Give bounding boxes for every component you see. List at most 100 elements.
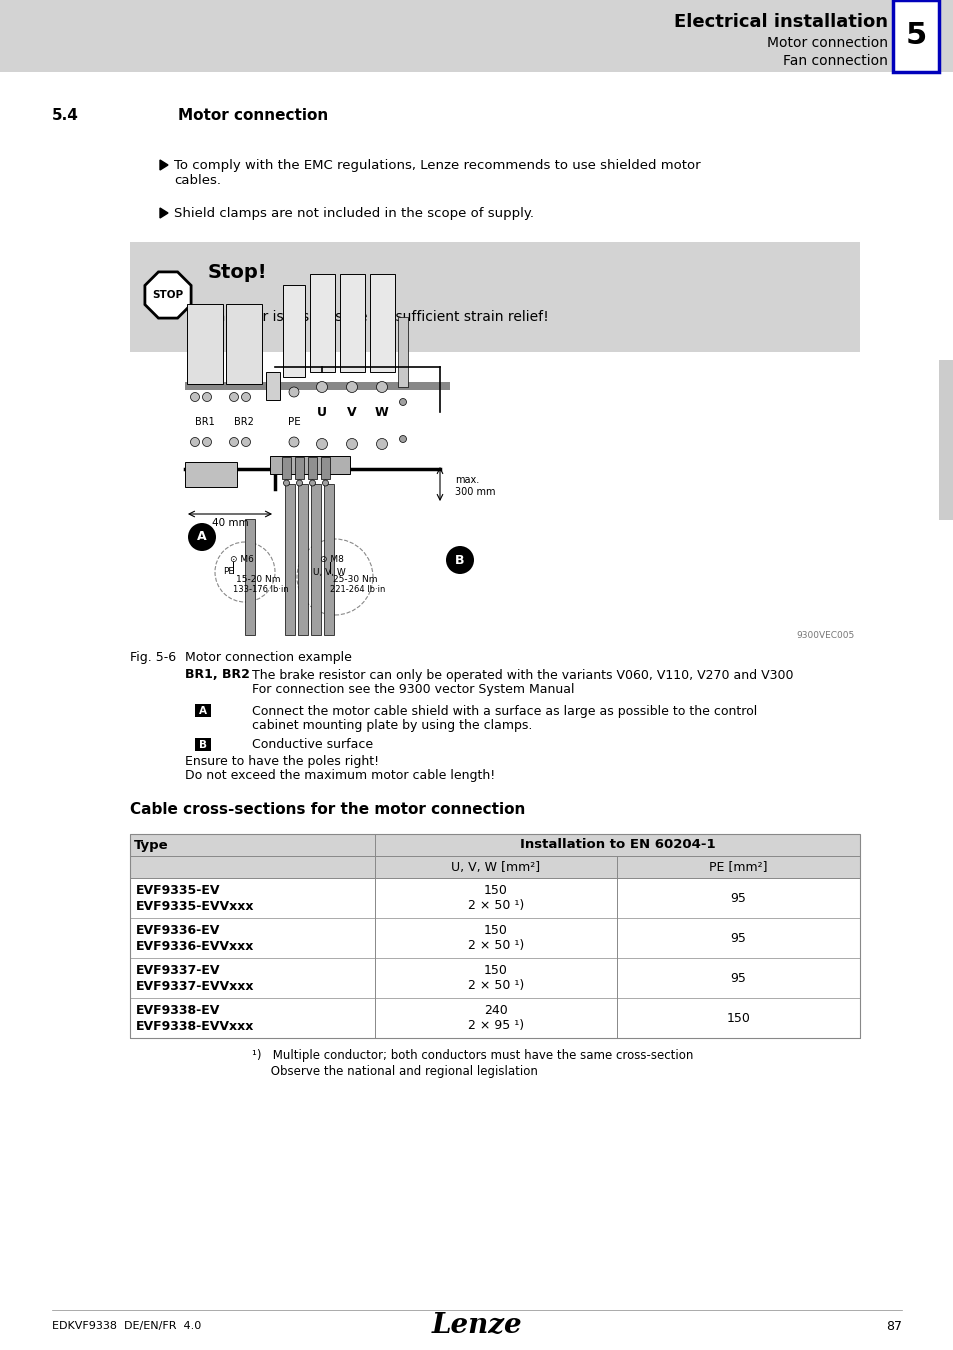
Text: Shield clamps are not included in the scope of supply.: Shield clamps are not included in the sc…	[173, 207, 534, 220]
Bar	[310, 274, 335, 373]
Text: EDKVF9338  DE/EN/FR  4.0: EDKVF9338 DE/EN/FR 4.0	[52, 1322, 201, 1331]
Circle shape	[399, 436, 406, 443]
Bar	[270, 456, 350, 474]
Text: For connection see the 9300 vector System Manual: For connection see the 9300 vector Syste…	[252, 683, 574, 695]
Text: EVF9336-EVVxxx: EVF9336-EVVxxx	[136, 940, 254, 953]
Bar	[938, 360, 953, 520]
Text: Motor connection example: Motor connection example	[185, 651, 352, 663]
Text: EVF9337-EVVxxx: EVF9337-EVVxxx	[136, 980, 254, 992]
Bar	[0, 0, 953, 72]
Text: Conductive surface: Conductive surface	[252, 738, 373, 752]
Text: W: W	[375, 405, 389, 418]
Circle shape	[289, 437, 298, 447]
Polygon shape	[160, 208, 168, 217]
Text: Fan connection: Fan connection	[782, 54, 887, 68]
Text: U: U	[316, 405, 327, 418]
Circle shape	[376, 439, 387, 450]
Text: ⊙ M8: ⊙ M8	[319, 555, 343, 564]
Text: The user is responsible for sufficient strain relief!: The user is responsible for sufficient s…	[208, 310, 548, 324]
Text: BR2: BR2	[233, 417, 253, 427]
Circle shape	[322, 481, 328, 486]
Text: Stop!: Stop!	[208, 262, 268, 282]
Text: 150: 150	[483, 925, 507, 937]
Circle shape	[309, 481, 315, 486]
Circle shape	[230, 393, 238, 401]
Circle shape	[283, 481, 289, 486]
Text: EVF9335-EV: EVF9335-EV	[136, 884, 220, 898]
Circle shape	[446, 545, 474, 574]
Circle shape	[296, 481, 302, 486]
Text: To comply with the EMC regulations, Lenze recommends to use shielded motor: To comply with the EMC regulations, Lenz…	[173, 158, 700, 171]
Circle shape	[230, 437, 238, 447]
Text: PE [mm²]: PE [mm²]	[708, 860, 767, 873]
Polygon shape	[160, 161, 168, 170]
Text: Type: Type	[133, 838, 169, 852]
Text: 5.4: 5.4	[52, 108, 79, 123]
Text: Connect the motor cable shield with a surface as large as possible to the contro: Connect the motor cable shield with a su…	[252, 705, 757, 717]
Text: V: V	[347, 405, 356, 418]
Text: Cable cross-sections for the motor connection: Cable cross-sections for the motor conne…	[130, 802, 525, 818]
Bar	[397, 317, 408, 387]
Text: PE: PE	[287, 417, 300, 427]
Bar	[187, 304, 223, 383]
Text: EVF9338-EV: EVF9338-EV	[136, 1004, 220, 1018]
Bar	[311, 485, 320, 634]
Text: A: A	[197, 531, 207, 544]
Text: 240: 240	[483, 1004, 507, 1018]
Text: The brake resistor can only be operated with the variants V060, V110, V270 and V: The brake resistor can only be operated …	[252, 668, 793, 682]
Bar	[282, 458, 291, 479]
Bar	[330, 562, 331, 574]
Text: BR1, BR2: BR1, BR2	[185, 668, 250, 682]
Text: Ensure to have the poles right!: Ensure to have the poles right!	[185, 755, 378, 768]
Text: 9300VEC005: 9300VEC005	[796, 630, 854, 640]
Bar	[130, 834, 859, 1038]
Bar	[130, 362, 859, 645]
Bar	[283, 285, 305, 377]
Text: 25-30 Nm: 25-30 Nm	[333, 575, 377, 585]
Text: B: B	[199, 740, 207, 751]
Circle shape	[316, 439, 327, 450]
Circle shape	[346, 382, 357, 393]
Bar	[266, 373, 280, 400]
Text: 150: 150	[483, 964, 507, 977]
Text: PE: PE	[223, 567, 233, 576]
Text: 95: 95	[730, 891, 745, 904]
Polygon shape	[145, 271, 191, 319]
Text: Electrical installation: Electrical installation	[673, 14, 887, 31]
Text: 150: 150	[483, 884, 507, 898]
Text: 221-264 lb·in: 221-264 lb·in	[330, 586, 385, 594]
Text: B: B	[455, 554, 464, 567]
Text: EVF9336-EV: EVF9336-EV	[136, 925, 220, 937]
Bar	[130, 242, 859, 352]
Text: A: A	[199, 706, 207, 716]
Text: U, V, W: U, V, W	[313, 567, 345, 576]
Text: ⊙ M6: ⊙ M6	[230, 555, 253, 564]
Circle shape	[316, 382, 327, 393]
Circle shape	[399, 398, 406, 405]
Circle shape	[191, 437, 199, 447]
Circle shape	[241, 393, 251, 401]
Text: max.
300 mm: max. 300 mm	[455, 475, 495, 497]
Text: 150: 150	[726, 1011, 750, 1025]
Bar	[245, 518, 254, 634]
Bar	[370, 274, 395, 373]
Text: Lenze: Lenze	[432, 1312, 521, 1339]
Circle shape	[202, 393, 212, 401]
Text: 95: 95	[730, 931, 745, 945]
Circle shape	[214, 541, 274, 602]
Text: 2 × 50 ¹): 2 × 50 ¹)	[467, 899, 523, 913]
Text: ¹)   Multiple conductor; both conductors must have the same cross-section: ¹) Multiple conductor; both conductors m…	[252, 1049, 693, 1062]
Bar	[194, 703, 211, 717]
Circle shape	[202, 437, 212, 447]
Circle shape	[346, 439, 357, 450]
Text: EVF9337-EV: EVF9337-EV	[136, 964, 220, 977]
Bar	[339, 274, 365, 373]
Circle shape	[241, 437, 251, 447]
Text: 87: 87	[885, 1319, 901, 1332]
Text: STOP: STOP	[152, 290, 183, 300]
Text: Installation to EN 60204-1: Installation to EN 60204-1	[519, 838, 715, 852]
Text: 2 × 50 ¹): 2 × 50 ¹)	[467, 980, 523, 992]
Bar	[285, 485, 294, 634]
Bar	[308, 458, 316, 479]
Text: Motor connection: Motor connection	[178, 108, 328, 123]
